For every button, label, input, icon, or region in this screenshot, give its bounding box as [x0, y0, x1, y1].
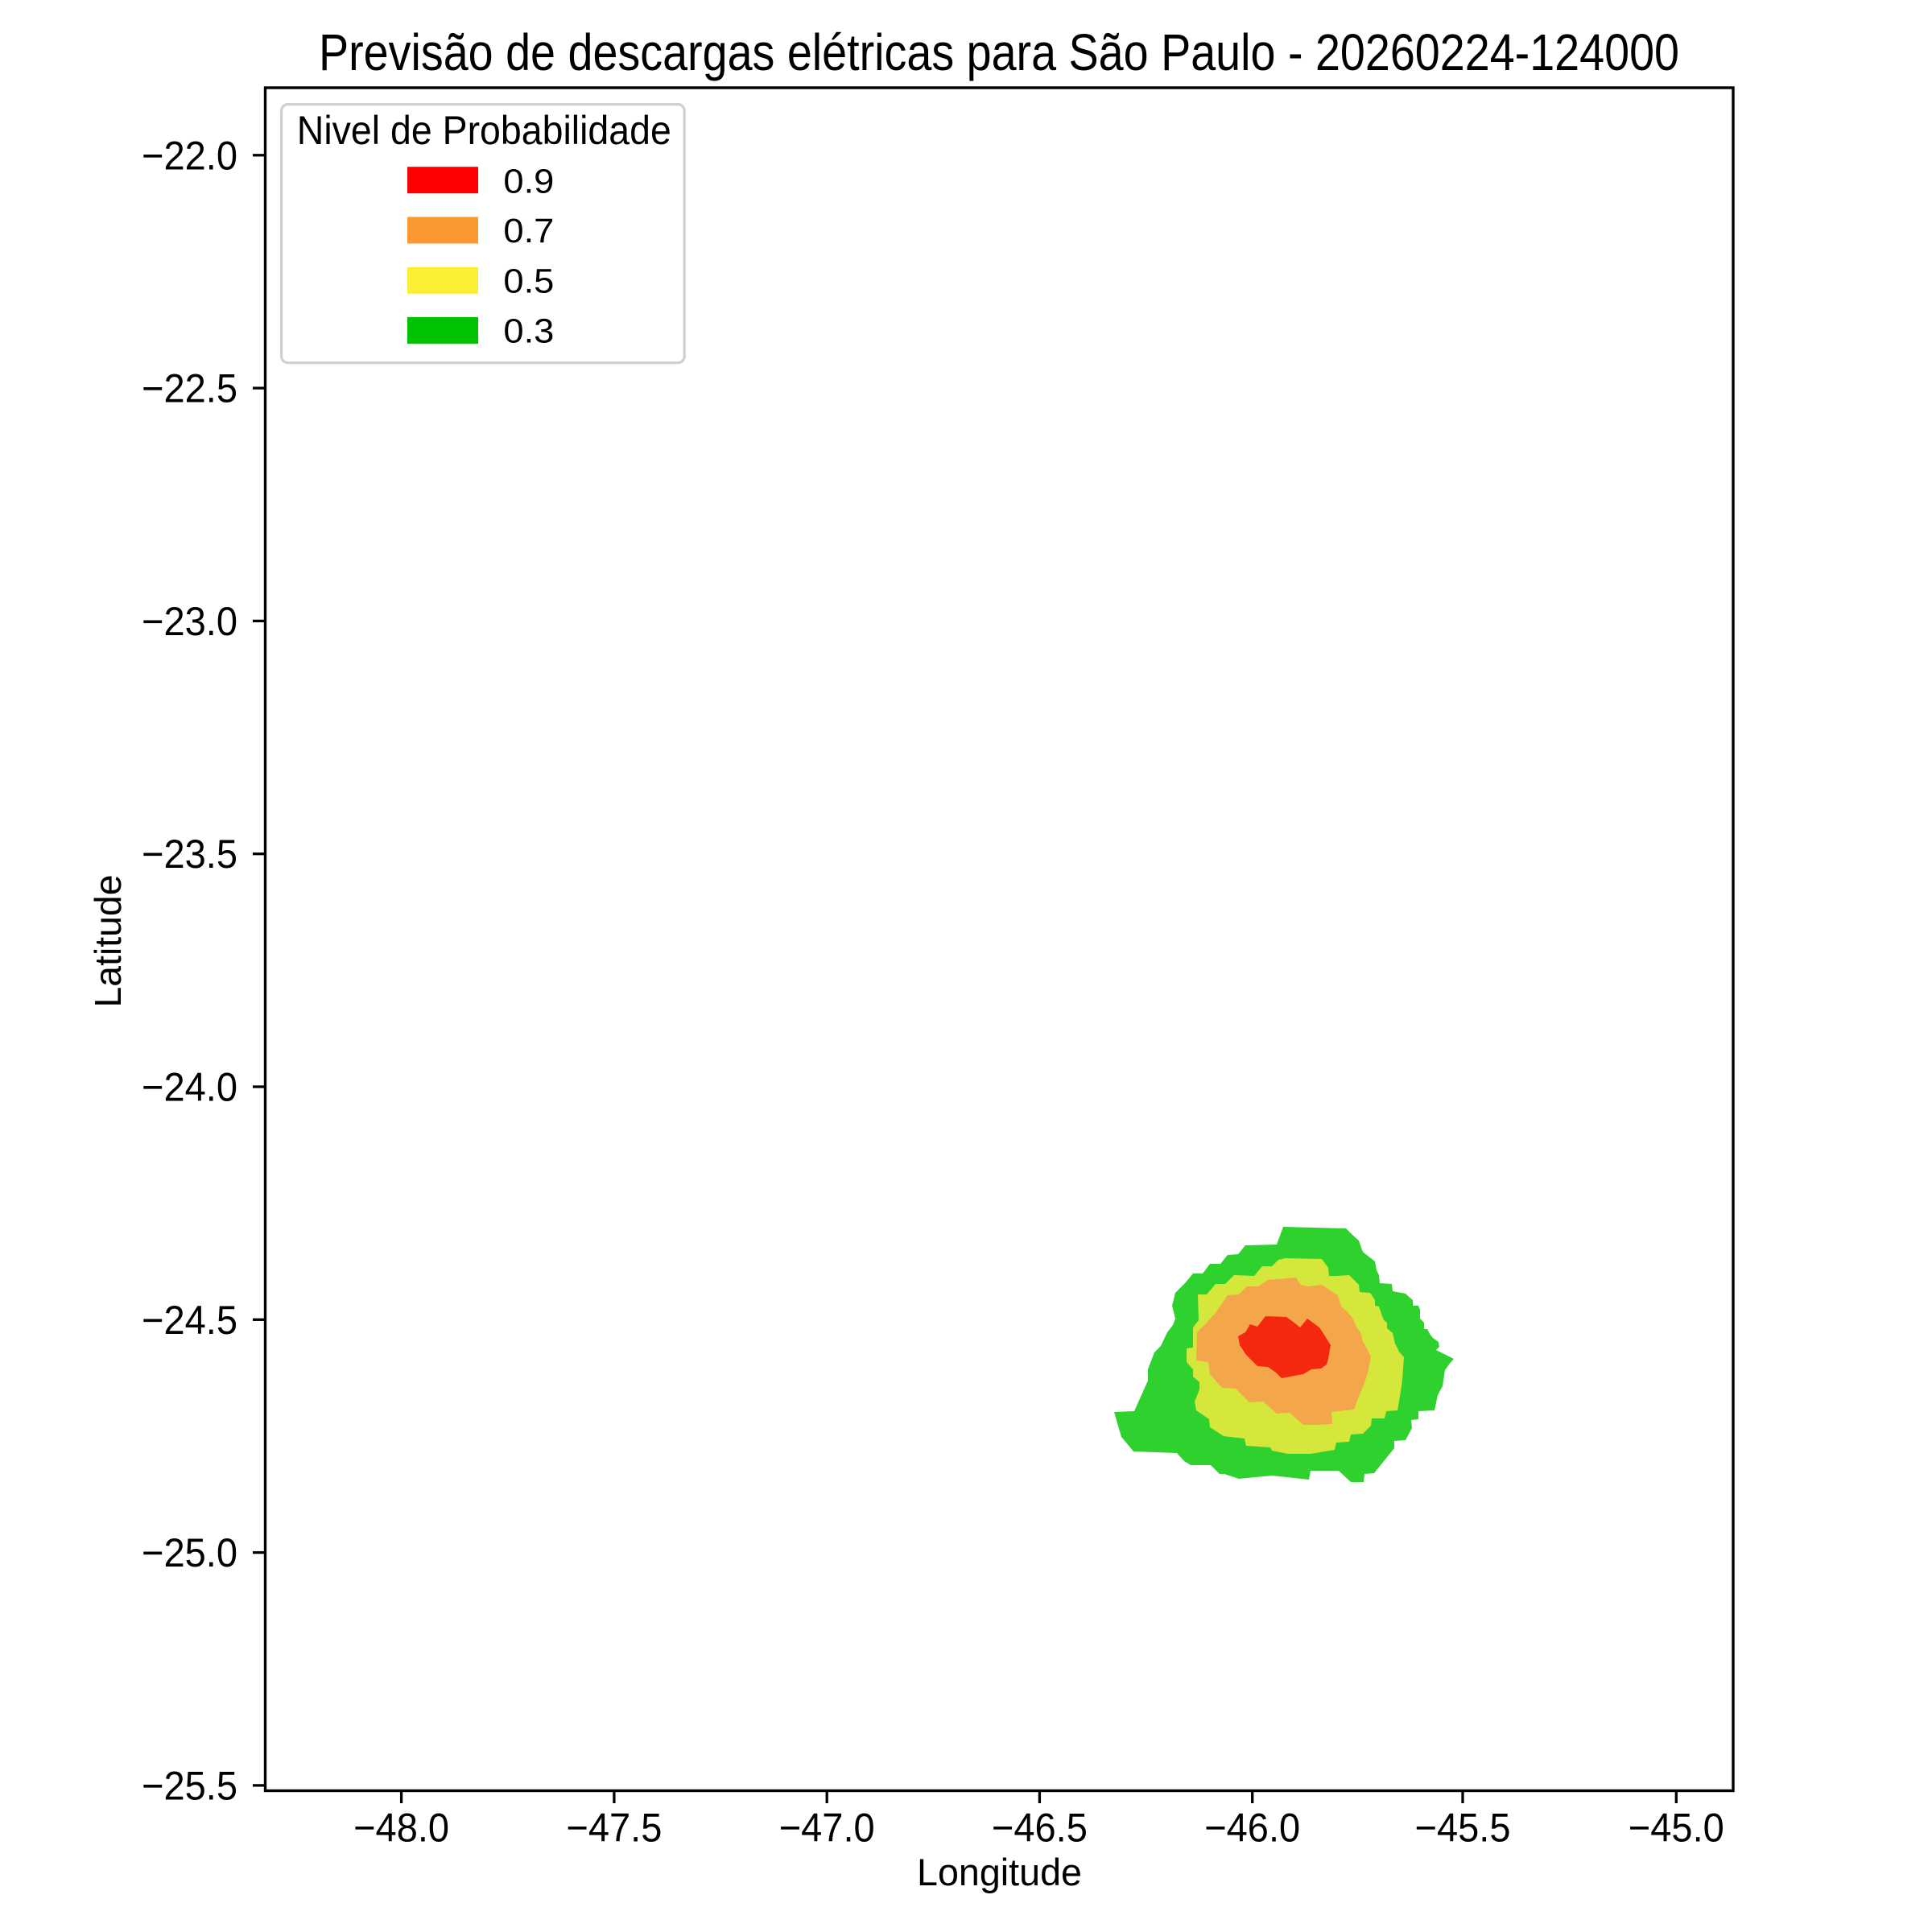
- svg-text:0.9: 0.9: [503, 162, 554, 200]
- svg-text:−24.0: −24.0: [142, 1065, 237, 1110]
- svg-text:−24.5: −24.5: [142, 1298, 237, 1343]
- svg-text:−47.5: −47.5: [566, 1806, 662, 1851]
- svg-text:0.7: 0.7: [503, 212, 554, 250]
- svg-text:Latitude: Latitude: [87, 875, 129, 1008]
- svg-text:−46.0: −46.0: [1204, 1806, 1300, 1851]
- svg-text:−23.0: −23.0: [142, 599, 237, 644]
- svg-text:−47.0: −47.0: [779, 1806, 875, 1851]
- svg-text:−46.5: −46.5: [992, 1806, 1088, 1851]
- svg-text:−22.0: −22.0: [142, 133, 237, 178]
- svg-text:−25.0: −25.0: [142, 1530, 237, 1575]
- svg-text:−23.5: −23.5: [142, 832, 237, 877]
- svg-text:−45.0: −45.0: [1629, 1806, 1724, 1851]
- svg-text:Previsão de descargas elétrica: Previsão de descargas elétricas para São…: [319, 23, 1679, 81]
- svg-text:Nivel de Probabilidade: Nivel de Probabilidade: [297, 108, 671, 153]
- svg-text:0.3: 0.3: [503, 312, 554, 350]
- svg-text:−45.5: −45.5: [1415, 1806, 1511, 1851]
- svg-text:Longitude: Longitude: [917, 1851, 1082, 1893]
- svg-text:0.5: 0.5: [503, 262, 554, 300]
- svg-text:−25.5: −25.5: [142, 1763, 237, 1808]
- svg-text:−48.0: −48.0: [353, 1806, 449, 1851]
- svg-text:−22.5: −22.5: [142, 366, 237, 411]
